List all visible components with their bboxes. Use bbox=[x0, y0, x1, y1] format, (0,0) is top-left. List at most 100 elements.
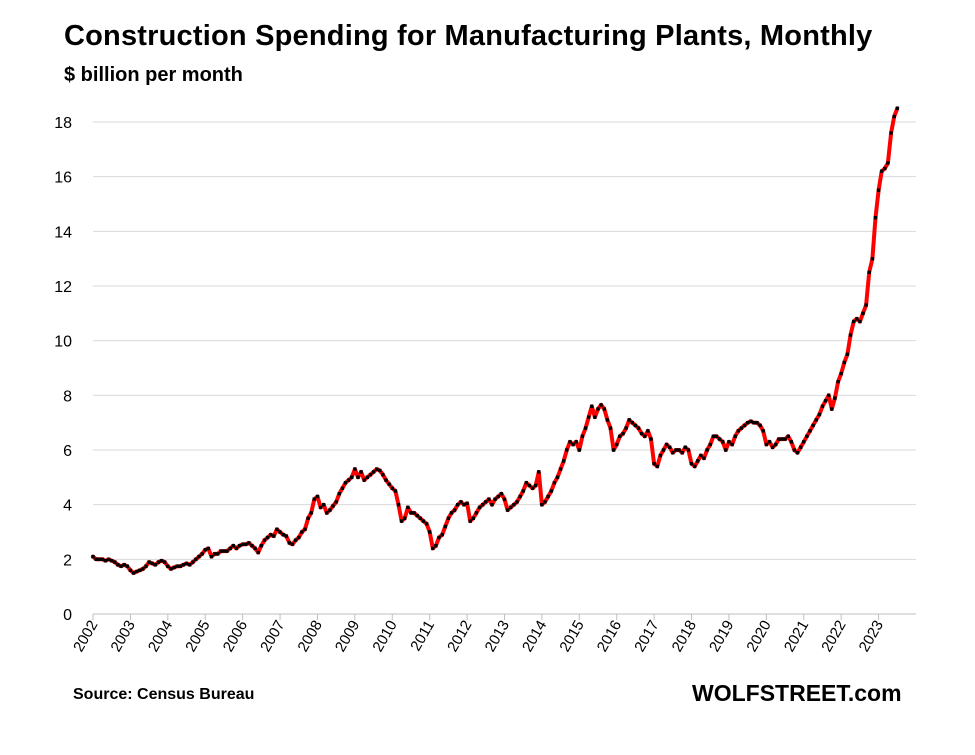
data-point bbox=[150, 561, 154, 566]
data-point bbox=[175, 564, 179, 568]
data-point bbox=[770, 445, 775, 449]
data-point bbox=[558, 467, 563, 471]
data-point bbox=[889, 131, 893, 135]
data-point bbox=[565, 448, 569, 452]
data-point bbox=[390, 486, 394, 490]
data-point bbox=[742, 423, 747, 428]
y-tick-label-10: 10 bbox=[54, 334, 72, 351]
x-tick-label-2023: 2023 bbox=[856, 618, 887, 655]
data-point bbox=[119, 564, 123, 568]
data-point bbox=[465, 501, 469, 505]
data-point bbox=[443, 524, 447, 529]
data-point bbox=[724, 448, 728, 452]
data-point bbox=[200, 552, 204, 556]
y-tick-label-8: 8 bbox=[63, 388, 72, 405]
data-point bbox=[571, 442, 575, 447]
data-point bbox=[237, 544, 242, 548]
data-point bbox=[265, 535, 270, 540]
data-point bbox=[247, 541, 251, 545]
data-point bbox=[356, 475, 360, 479]
data-point bbox=[269, 533, 273, 537]
data-point bbox=[138, 568, 142, 572]
y-axis-tick-labels: 0 2 4 6 8 10 12 14 16 18 bbox=[54, 115, 72, 624]
data-point bbox=[733, 434, 737, 438]
data-point bbox=[350, 475, 354, 479]
data-point bbox=[421, 519, 426, 523]
data-point bbox=[505, 508, 510, 512]
data-point bbox=[677, 448, 681, 452]
data-point bbox=[290, 542, 295, 546]
data-point bbox=[845, 352, 850, 356]
source-note: Source: Census Bureau bbox=[73, 686, 255, 703]
data-point bbox=[608, 426, 613, 430]
data-point bbox=[474, 511, 479, 515]
data-point bbox=[861, 311, 865, 315]
data-point bbox=[365, 475, 369, 479]
data-point bbox=[777, 437, 781, 441]
data-point bbox=[646, 429, 650, 433]
data-point bbox=[371, 470, 376, 474]
data-point bbox=[618, 434, 622, 438]
data-point bbox=[624, 426, 628, 430]
data-point bbox=[253, 546, 257, 551]
data-point bbox=[281, 533, 285, 537]
data-point bbox=[518, 494, 522, 499]
data-point bbox=[583, 426, 588, 430]
y-tick-label-18: 18 bbox=[54, 115, 72, 132]
data-point bbox=[166, 564, 170, 568]
data-point bbox=[91, 554, 95, 559]
data-point bbox=[795, 451, 800, 455]
data-point bbox=[446, 516, 451, 520]
x-tick-label-2014: 2014 bbox=[519, 618, 550, 655]
data-point bbox=[661, 448, 666, 452]
data-point bbox=[468, 519, 472, 523]
data-point bbox=[97, 557, 101, 561]
x-tick-label-2007: 2007 bbox=[257, 618, 288, 655]
data-point bbox=[94, 557, 98, 561]
data-point bbox=[680, 451, 684, 455]
data-point bbox=[833, 396, 837, 400]
data-point bbox=[378, 468, 382, 473]
data-point bbox=[752, 421, 756, 425]
data-point bbox=[147, 560, 151, 564]
data-point bbox=[315, 494, 320, 499]
x-axis-tick-labels: 2002 2003 2004 2005 2006 2007 2008 2009 2010 2011… bbox=[70, 618, 887, 655]
data-point bbox=[867, 270, 871, 274]
data-point bbox=[549, 489, 553, 493]
gridlines bbox=[93, 121, 916, 560]
data-point bbox=[574, 440, 578, 444]
data-point bbox=[431, 546, 435, 551]
data-point bbox=[593, 415, 597, 419]
data-point bbox=[562, 459, 566, 463]
data-point bbox=[406, 505, 410, 510]
data-point bbox=[297, 535, 301, 540]
data-point bbox=[540, 503, 544, 507]
data-point bbox=[122, 563, 126, 567]
data-point bbox=[683, 445, 687, 449]
data-point bbox=[353, 467, 357, 471]
x-tick-label-2011: 2011 bbox=[407, 618, 438, 654]
data-point bbox=[452, 508, 457, 512]
data-point bbox=[696, 459, 700, 463]
data-point bbox=[721, 440, 725, 444]
data-point bbox=[774, 442, 778, 447]
data-point bbox=[515, 500, 519, 504]
x-tick-label-2016: 2016 bbox=[594, 618, 625, 655]
data-point bbox=[895, 106, 899, 110]
data-point bbox=[169, 567, 173, 571]
data-point bbox=[287, 541, 292, 545]
data-point bbox=[705, 448, 709, 452]
data-point bbox=[811, 423, 815, 428]
data-point bbox=[633, 423, 638, 428]
data-point bbox=[134, 569, 139, 574]
data-point bbox=[110, 559, 114, 563]
data-point bbox=[764, 442, 769, 447]
x-tick-label-2004: 2004 bbox=[145, 618, 176, 655]
data-point bbox=[244, 542, 248, 546]
data-point bbox=[599, 403, 603, 407]
data-point bbox=[178, 564, 182, 568]
data-point bbox=[789, 440, 793, 444]
data-point bbox=[496, 494, 500, 499]
data-point bbox=[767, 440, 772, 444]
data-point bbox=[487, 497, 491, 501]
